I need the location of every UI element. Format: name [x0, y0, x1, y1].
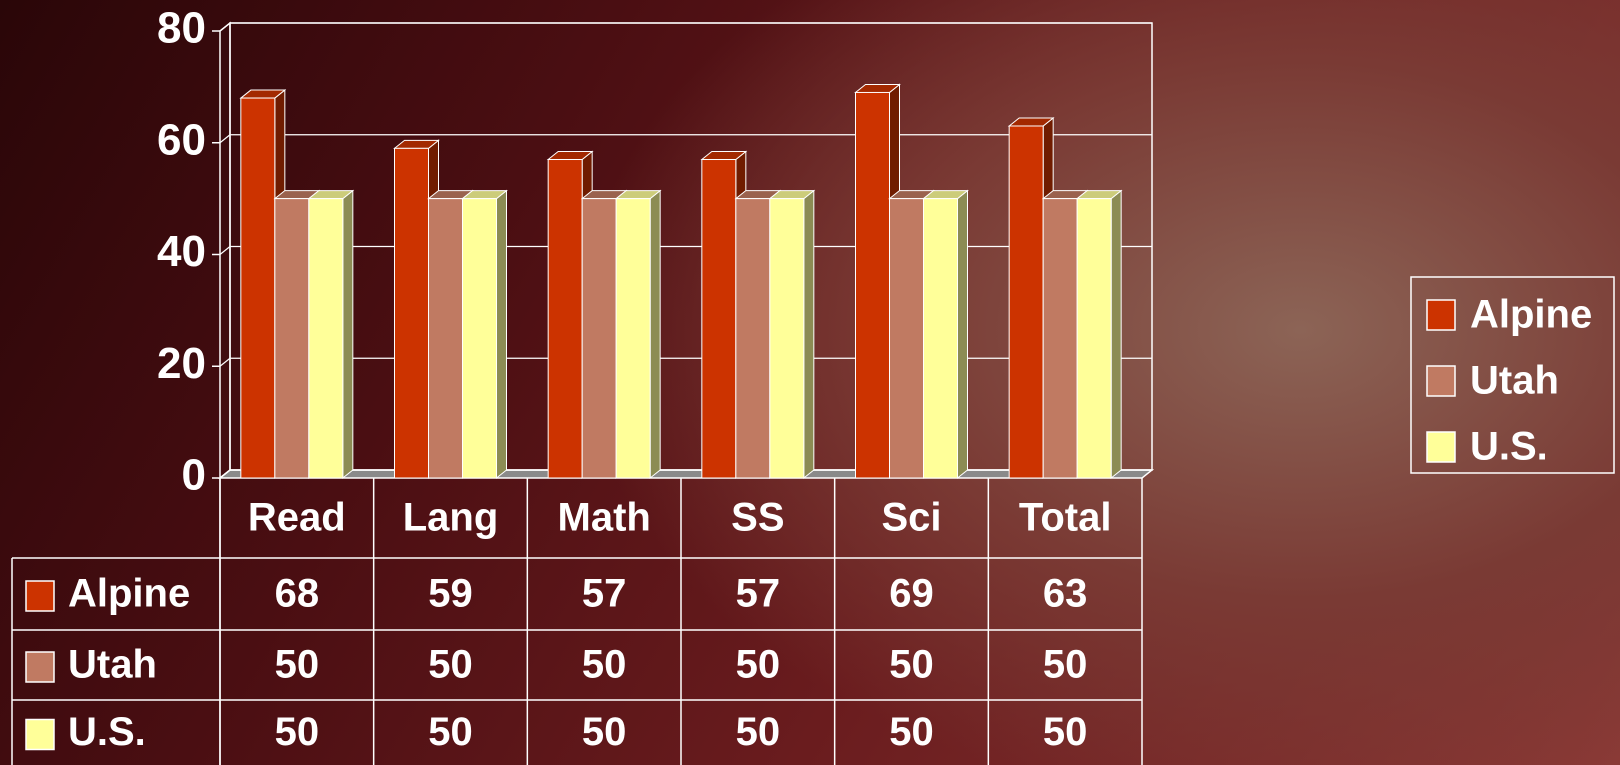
y-tick-label: 40 [157, 227, 206, 276]
table-swatch [25, 651, 55, 683]
bar [547, 159, 583, 479]
bar [735, 198, 771, 479]
table-value: 63 [1043, 572, 1088, 616]
table-value: 50 [889, 643, 934, 687]
grid-line [219, 22, 231, 32]
y-tick-label: 0 [182, 451, 206, 500]
bar [428, 198, 463, 479]
bar-side [496, 189, 507, 480]
bar [394, 147, 429, 479]
legend-box [1410, 276, 1615, 474]
bar [889, 198, 924, 479]
bar [462, 198, 497, 479]
y-tick-label: 80 [157, 4, 206, 53]
table-value: 68 [275, 572, 320, 616]
bar [769, 198, 805, 479]
grid-line [219, 134, 231, 144]
table-row-label: U.S. [68, 710, 146, 754]
legend-label: Alpine [1470, 293, 1592, 337]
table-swatch [25, 580, 55, 612]
bar [615, 198, 651, 479]
legend-label: Utah [1470, 359, 1559, 403]
x-tick-label: Math [558, 496, 651, 540]
table-value: 50 [275, 643, 320, 687]
table-value: 50 [1043, 643, 1088, 687]
legend-swatch [1426, 365, 1456, 397]
table-value: 50 [275, 710, 320, 754]
table-value: 50 [1043, 710, 1088, 754]
grid-line [219, 357, 231, 367]
y-tick-label: 60 [157, 115, 206, 164]
grid-line [219, 246, 231, 255]
grid-line [219, 469, 231, 479]
table-value: 50 [428, 643, 473, 687]
table-value: 50 [582, 710, 627, 754]
table-value: 57 [582, 572, 627, 616]
bar [923, 198, 958, 479]
x-tick-label: Total [1019, 496, 1112, 540]
table-value: 50 [428, 710, 473, 754]
table-value: 50 [736, 643, 781, 687]
bar [1076, 198, 1112, 479]
bar [855, 91, 890, 479]
legend-swatch [1426, 431, 1456, 463]
bar-side [803, 189, 815, 480]
bar [308, 198, 344, 479]
table-value: 50 [582, 643, 627, 687]
bar [274, 198, 310, 479]
legend-swatch [1426, 299, 1456, 331]
table-value: 69 [889, 572, 934, 616]
table-value: 59 [428, 572, 473, 616]
table-value: 50 [889, 710, 934, 754]
bar [1008, 125, 1044, 479]
legend-label: U.S. [1470, 425, 1548, 469]
table-row-label: Alpine [68, 572, 190, 616]
bar-side [649, 189, 661, 480]
table-value: 57 [736, 572, 781, 616]
x-tick-label: Sci [881, 496, 941, 540]
bar-side [957, 189, 968, 480]
table-swatch [25, 718, 55, 751]
bar-side [1110, 189, 1122, 480]
x-tick-label: SS [731, 496, 784, 540]
bar [240, 97, 276, 479]
bar-side [342, 189, 354, 480]
x-tick-label: Read [248, 496, 346, 540]
bar [701, 159, 737, 479]
bar [581, 198, 617, 479]
y-tick-label: 20 [157, 339, 206, 388]
table-value: 50 [736, 710, 781, 754]
table-row-label: Utah [68, 643, 157, 687]
bar [1042, 198, 1078, 479]
x-tick-label: Lang [403, 496, 499, 540]
